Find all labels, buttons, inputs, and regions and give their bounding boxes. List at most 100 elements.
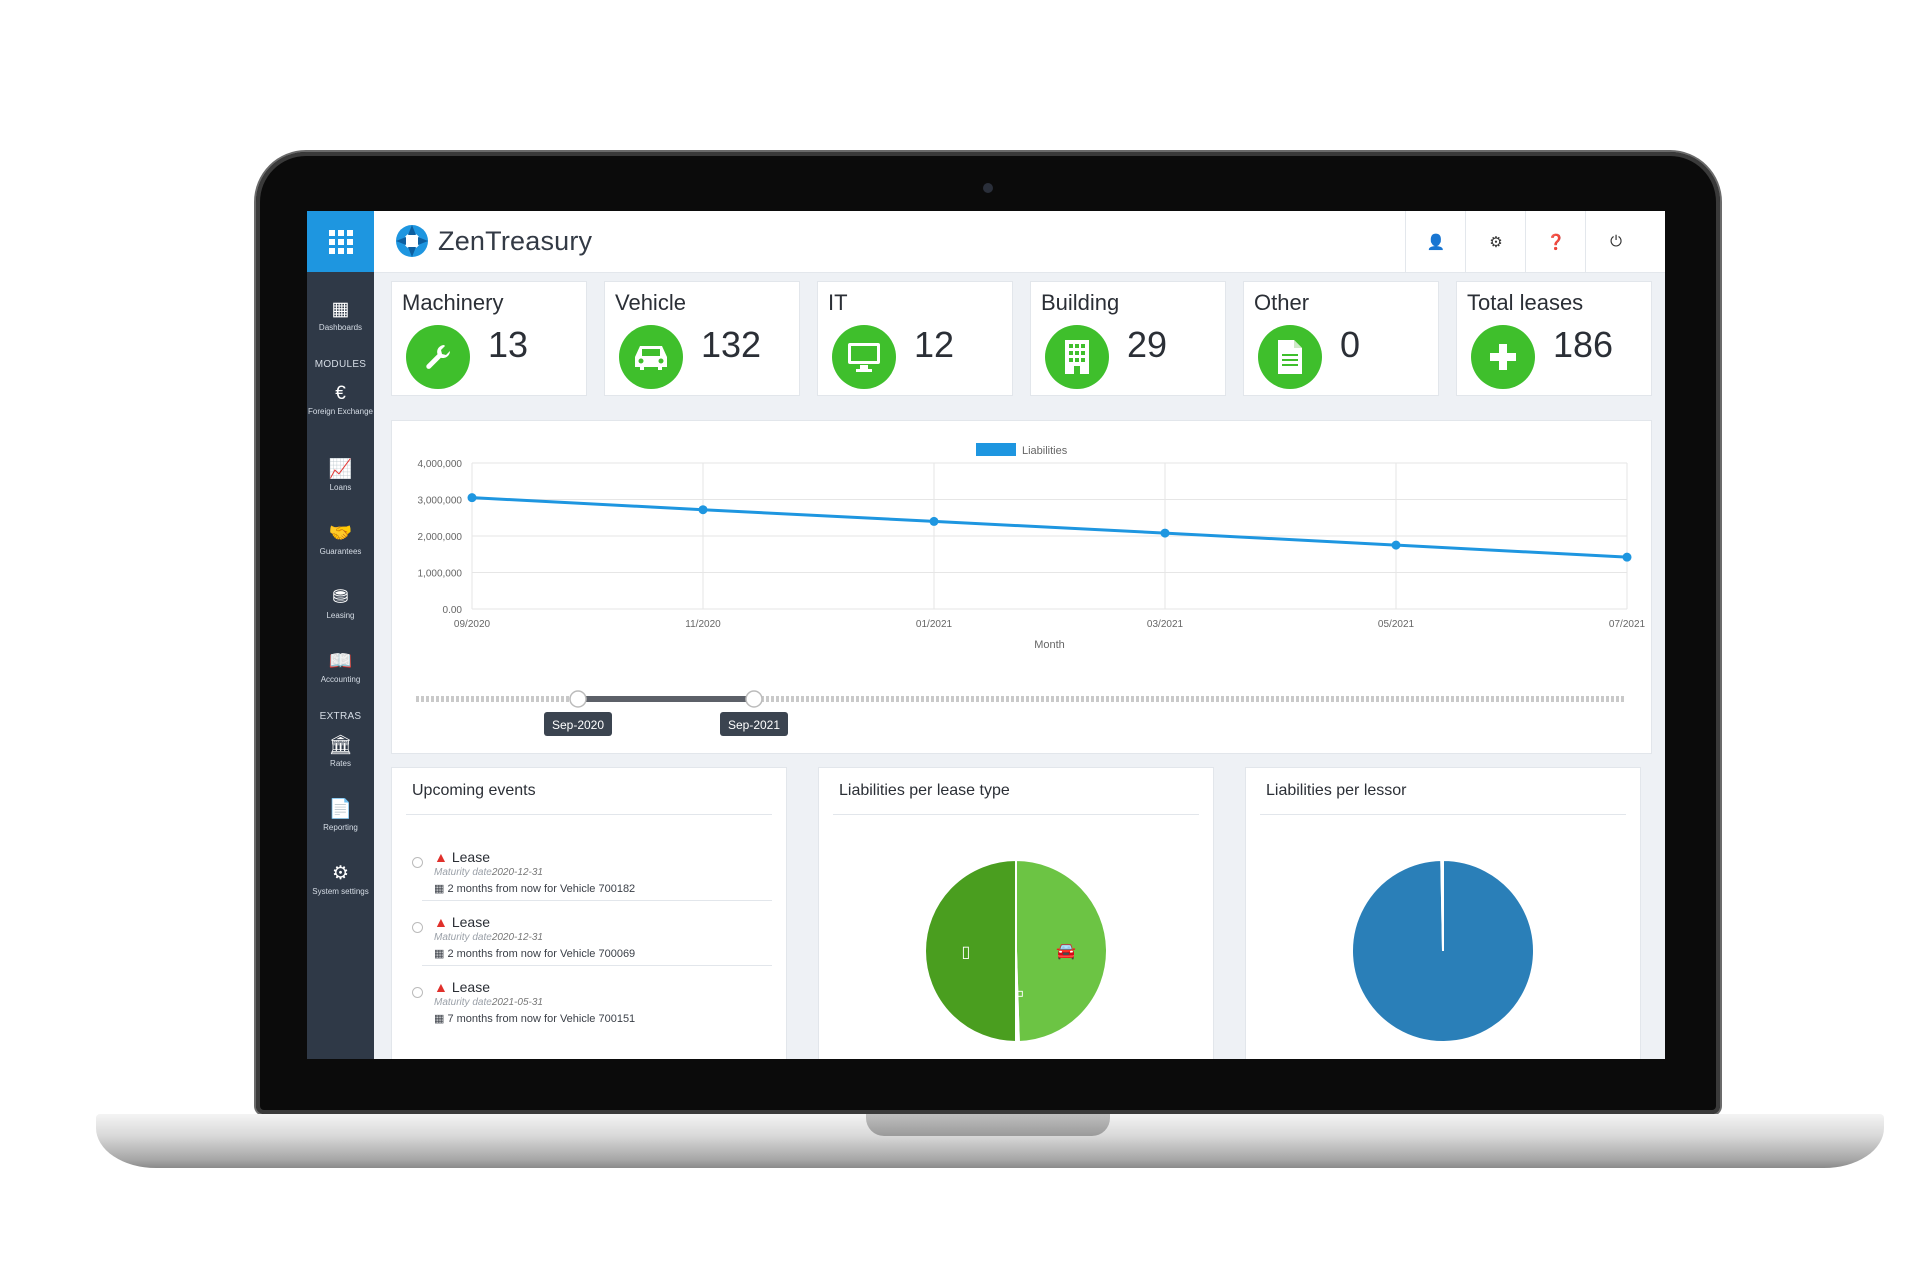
sidebar-item-label: Guarantees bbox=[319, 547, 362, 556]
liabilities-per-lease-type-panel: Liabilities per lease type 🚘▭▯ bbox=[818, 767, 1214, 1059]
range-slider-start-tooltip bbox=[544, 712, 612, 736]
divider bbox=[406, 814, 772, 815]
data-point bbox=[698, 505, 708, 515]
data-point bbox=[1391, 540, 1401, 550]
gears-icon: ⚙ bbox=[331, 863, 350, 884]
x-tick-label: 05/2021 bbox=[1378, 619, 1415, 630]
stat-label: Other bbox=[1254, 290, 1310, 315]
sidebar-item-loans[interactable]: 📈 Loans bbox=[307, 459, 374, 493]
data-point bbox=[1622, 552, 1632, 562]
x-tick-label: 09/2020 bbox=[454, 619, 491, 630]
sidebar-item-guarantees[interactable]: 🤝 Guarantees bbox=[307, 523, 374, 557]
sidebar-item-system-settings[interactable]: ⚙ System settings bbox=[307, 863, 374, 897]
data-point bbox=[467, 493, 477, 503]
car-icon bbox=[619, 325, 683, 389]
gear-icon: ⚙ bbox=[1489, 233, 1503, 251]
sidebar-item-leasing[interactable]: ⛃ Leasing bbox=[307, 587, 374, 621]
leasing-icon: ⛃ bbox=[332, 587, 349, 608]
sidebar-item-dashboards[interactable]: ▦ Dashboards bbox=[307, 299, 374, 333]
sidebar-item-foreign-exchange[interactable]: € Foreign Exchange bbox=[307, 383, 374, 417]
x-tick-label: 07/2021 bbox=[1609, 619, 1646, 630]
y-tick-label: 0.00 bbox=[443, 605, 463, 616]
loans-chart-icon: 📈 bbox=[328, 459, 353, 480]
stat-value: 132 bbox=[701, 324, 762, 365]
grid-icon bbox=[328, 229, 353, 254]
stat-card-it[interactable]: IT 12 bbox=[817, 281, 1013, 396]
bank-icon: 🏛 bbox=[328, 735, 353, 756]
sidebar-item-rates[interactable]: 🏛 Rates bbox=[307, 735, 374, 769]
sidebar-item-label: Rates bbox=[330, 759, 351, 768]
power-button[interactable]: ⏻ bbox=[1585, 211, 1646, 272]
liabilities-chart-panel: Liabilities 4,000,000 3,000,000 2,000,000 1,… bbox=[391, 420, 1652, 754]
document-icon bbox=[1258, 325, 1322, 389]
sidebar-item-label: Foreign Exchange bbox=[308, 407, 373, 416]
range-slider-end-label: Sep-2021 bbox=[728, 718, 780, 732]
building-icon: ▯ bbox=[962, 944, 971, 961]
stat-label: Building bbox=[1041, 290, 1120, 315]
range-slider-end-handle[interactable] bbox=[745, 690, 763, 708]
settings-button[interactable]: ⚙ bbox=[1465, 211, 1526, 272]
maturity-date: 2020-12-31 bbox=[491, 932, 543, 943]
laptop-notch bbox=[866, 1114, 1110, 1136]
panel-title: Liabilities per lessor bbox=[1266, 782, 1407, 799]
sidebar-item-reporting[interactable]: 📄 Reporting bbox=[307, 799, 374, 833]
x-tick-label: 01/2021 bbox=[916, 619, 953, 630]
event-detail: 7 months from now for Vehicle 700151 bbox=[447, 1013, 636, 1025]
stat-card-vehicle[interactable]: Vehicle 132 bbox=[604, 281, 800, 396]
legend-label: Liabilities bbox=[1022, 445, 1068, 457]
user-button[interactable]: 👤 bbox=[1405, 211, 1466, 272]
legend-swatch bbox=[976, 443, 1016, 456]
lessor-pie-chart bbox=[1351, 858, 1536, 1043]
building-icon bbox=[1045, 325, 1109, 389]
stat-label: Vehicle bbox=[615, 290, 686, 315]
event-title: Lease bbox=[451, 849, 491, 865]
warning-icon: ▲ bbox=[434, 914, 448, 930]
calendar-icon: ▦ bbox=[434, 883, 448, 895]
sidebar-item-label: System settings bbox=[312, 887, 369, 896]
sidebar: ▦ Dashboards MODULES € Foreign Exchange … bbox=[307, 211, 374, 1059]
timeline-dot bbox=[412, 987, 423, 998]
data-point bbox=[929, 516, 939, 526]
event-title: Lease bbox=[451, 979, 491, 995]
sidebar-item-label: Loans bbox=[329, 483, 352, 492]
stat-card-building[interactable]: Building 29 bbox=[1030, 281, 1226, 396]
stat-label: IT bbox=[828, 290, 848, 315]
zentreasury-logo-icon bbox=[396, 225, 428, 257]
help-button[interactable]: ❓ bbox=[1525, 211, 1586, 272]
webcam bbox=[983, 183, 993, 193]
data-point bbox=[1160, 528, 1170, 538]
divider bbox=[422, 965, 772, 966]
plus-icon bbox=[1471, 325, 1535, 389]
report-icon: 📄 bbox=[328, 799, 353, 820]
event-title: Lease bbox=[451, 914, 491, 930]
event-detail: 2 months from now for Vehicle 700182 bbox=[447, 883, 636, 895]
divider bbox=[422, 900, 772, 901]
power-icon: ⏻ bbox=[1610, 233, 1622, 250]
app-logo[interactable]: ZenTreasury bbox=[394, 223, 592, 259]
calendar-icon: ▦ bbox=[434, 948, 448, 960]
stat-value: 13 bbox=[488, 324, 529, 365]
x-tick-label: 11/2020 bbox=[685, 619, 721, 630]
stat-card-other[interactable]: Other 0 bbox=[1243, 281, 1439, 396]
upcoming-events-panel: Upcoming events ▲ Lease Maturity date2020… bbox=[391, 767, 787, 1059]
divider bbox=[1260, 814, 1626, 815]
sidebar-item-label: Accounting bbox=[320, 675, 361, 684]
accounting-book-icon: 📖 bbox=[328, 651, 353, 672]
pie-slice bbox=[924, 858, 1017, 1044]
range-slider-start-label: Sep-2020 bbox=[552, 718, 604, 732]
event-detail: 2 months from now for Vehicle 700069 bbox=[447, 948, 636, 960]
range-slider-start-handle[interactable] bbox=[569, 690, 587, 708]
handshake-icon: 🤝 bbox=[328, 523, 353, 544]
y-tick-label: 1,000,000 bbox=[418, 569, 463, 580]
y-tick-label: 3,000,000 bbox=[418, 496, 463, 507]
monitor-icon bbox=[832, 325, 896, 389]
calendar-icon: ▦ bbox=[434, 1013, 448, 1025]
stat-card-total-leases[interactable]: Total leases 186 bbox=[1456, 281, 1652, 396]
stat-card-machinery[interactable]: Machinery 13 bbox=[391, 281, 587, 396]
section-modules: MODULES bbox=[314, 359, 367, 370]
sidebar-item-accounting[interactable]: 📖 Accounting bbox=[307, 651, 374, 685]
app-grid-button[interactable] bbox=[307, 211, 374, 272]
x-axis-label: Month bbox=[1034, 639, 1065, 651]
timeline-dot bbox=[412, 922, 423, 933]
currency-exchange-icon: € bbox=[335, 383, 346, 404]
